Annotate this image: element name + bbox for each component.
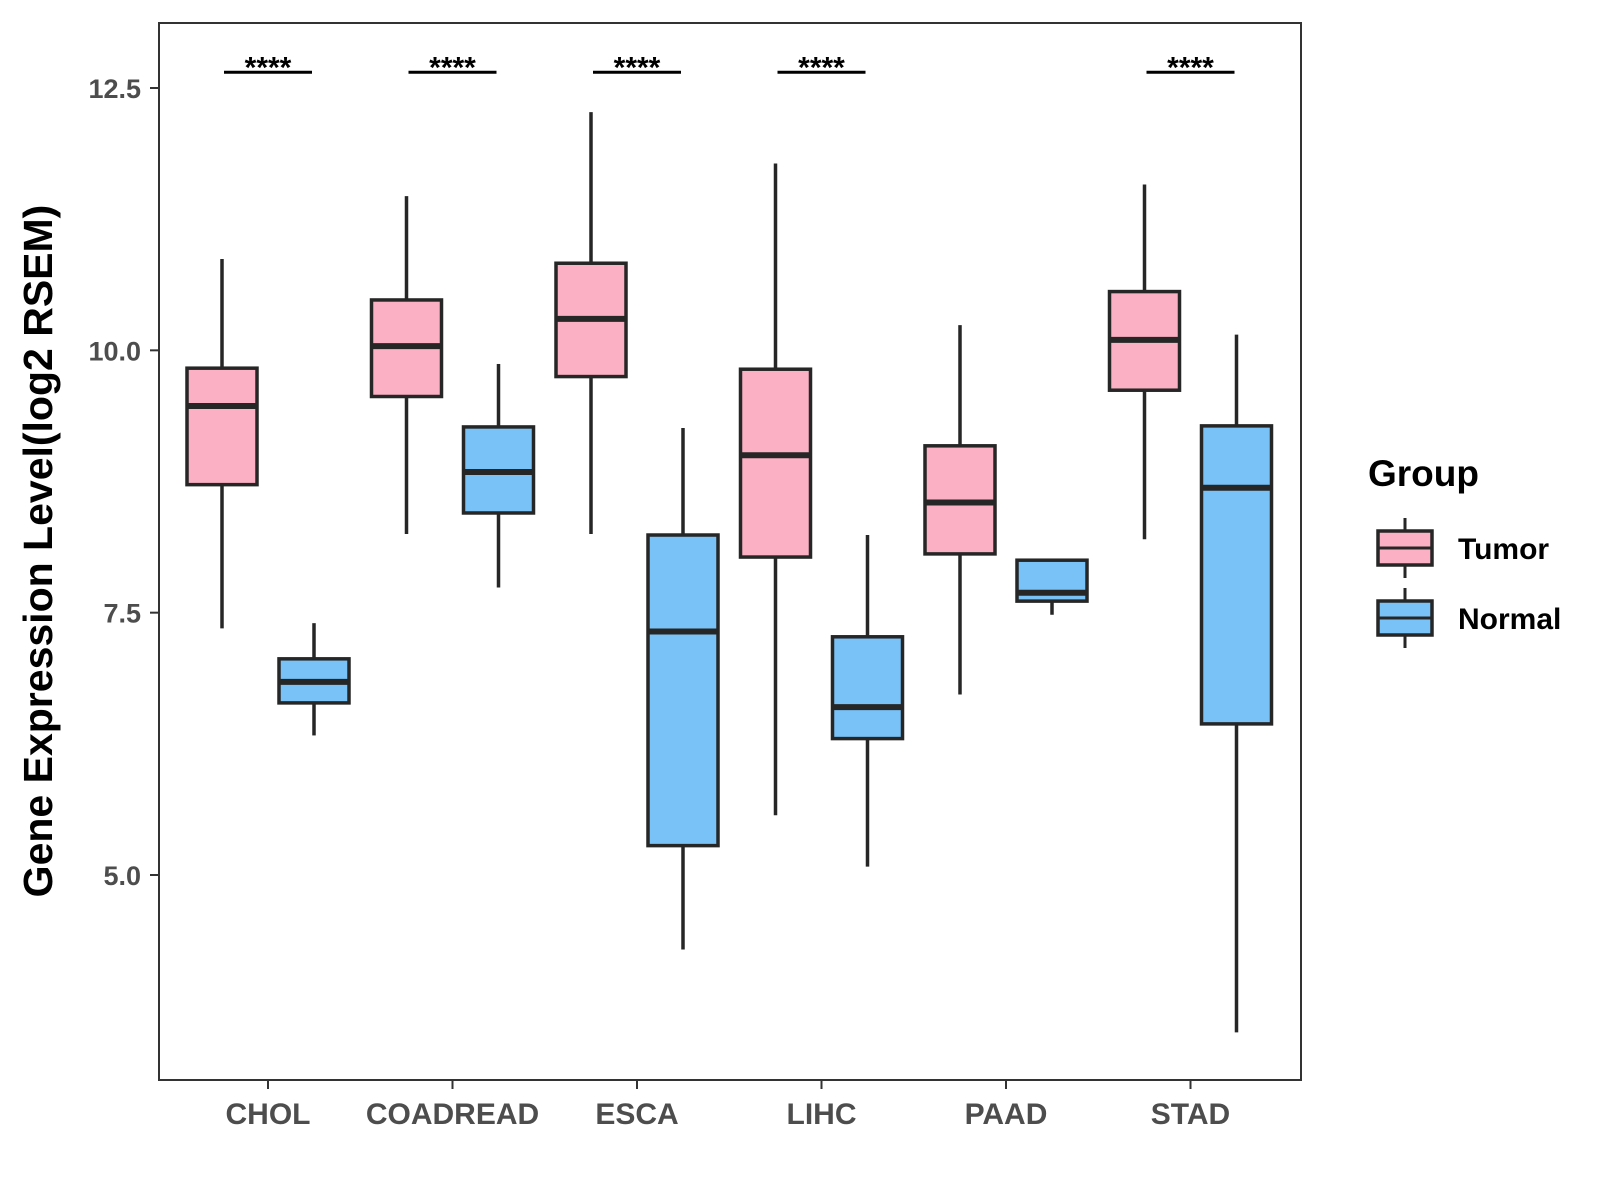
box-tumor-chol	[185, 259, 259, 629]
box-iqr	[646, 533, 720, 848]
y-tick-label: 12.5	[88, 74, 141, 104]
x-tick-label: ESCA	[595, 1098, 678, 1131]
box-normal-coadread	[461, 363, 536, 588]
box-tumor-lihc	[738, 163, 813, 816]
y-tick-label: 5.0	[103, 861, 141, 891]
box-normal-chol	[277, 623, 351, 736]
x-axis: CHOL COADREAD ESCA LIHC PAAD STAD	[226, 1080, 1230, 1131]
y-tick-label: 7.5	[103, 599, 141, 629]
y-tick-label: 10.0	[88, 336, 141, 366]
significance-label: ****	[245, 51, 292, 84]
legend-title: Group	[1368, 453, 1479, 494]
significance-label: ****	[429, 51, 476, 84]
legend-entry-tumor: Tumor	[1376, 518, 1549, 578]
plot-panel	[158, 22, 1302, 1081]
x-tick-label: CHOL	[226, 1098, 311, 1131]
box-normal-stad	[1199, 334, 1274, 1033]
x-tick-label: PAAD	[965, 1098, 1048, 1131]
legend: Group Tumor Normal	[1368, 453, 1561, 648]
significance-label: ****	[614, 51, 661, 84]
box-tumor-coadread	[369, 196, 444, 534]
legend-label: Normal	[1458, 603, 1561, 636]
box-normal-esca	[646, 427, 720, 950]
legend-entry-normal: Normal	[1376, 588, 1561, 648]
x-tick-label: LIHC	[787, 1098, 857, 1131]
significance-label: ****	[798, 51, 845, 84]
box-tumor-esca	[554, 112, 628, 534]
legend-label: Tumor	[1458, 533, 1549, 566]
box-tumor-paad	[923, 325, 997, 695]
y-axis: 5.0 7.5 10.0 12.5	[88, 74, 159, 891]
box-iqr	[830, 635, 905, 741]
x-tick-label: STAD	[1151, 1098, 1230, 1131]
x-tick-label: COADREAD	[366, 1098, 539, 1131]
box-iqr	[185, 366, 259, 487]
box-normal-lihc	[830, 535, 905, 867]
box-iqr	[738, 367, 813, 559]
box-iqr	[1199, 424, 1274, 726]
box-series-layer	[185, 112, 1274, 1033]
box-tumor-stad	[1107, 184, 1182, 540]
significance-annotations: **** **** **** **** ****	[224, 51, 1235, 84]
significance-label: ****	[1167, 51, 1214, 84]
box-normal-paad	[1015, 558, 1089, 615]
y-axis-title: Gene Expression Level(log2 RSEM)	[15, 205, 61, 898]
